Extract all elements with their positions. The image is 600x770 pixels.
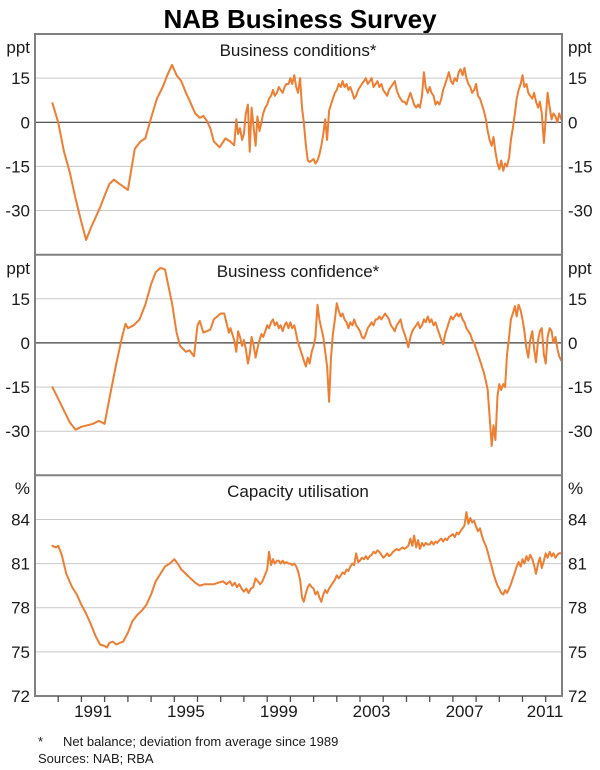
y-axis-label-right: -15 <box>568 157 593 176</box>
sources-text: Sources: NAB; RBA <box>38 751 154 766</box>
y-axis-label-left: -15 <box>5 378 30 397</box>
y-axis-label-left: 81 <box>11 555 30 574</box>
plot-area: 15 15 0 0 -15 -15 -30 -30 15 15 0 0 -15 -15 -30 -30 84 84… <box>5 33 593 721</box>
y-axis-label-left: 84 <box>11 511 30 530</box>
plot-border <box>34 33 563 697</box>
y-axis-label-left: 75 <box>11 643 30 662</box>
x-axis-label: 2011 <box>527 702 564 721</box>
y-axis-label-right: 78 <box>568 599 587 618</box>
y-axis-label-left: -15 <box>5 157 30 176</box>
series-line-1 <box>51 63 563 241</box>
y-axis-label-right: -30 <box>568 202 593 221</box>
y-axis-label-left: 0 <box>21 113 30 132</box>
y-axis-label-left: 72 <box>11 687 30 706</box>
y-axis-label-left: -30 <box>5 422 30 441</box>
y-axis-label-right: 72 <box>568 687 587 706</box>
panel-title-capacity: Capacity utilisation <box>227 482 369 501</box>
y-axis-label-right: 84 <box>568 511 587 530</box>
x-axis-label: 1995 <box>167 702 205 721</box>
series-line-2 <box>51 266 563 447</box>
y-axis-label-left: 78 <box>11 599 30 618</box>
unit-label-right-1: ppt <box>568 38 592 57</box>
y-axis-label-right: -15 <box>568 378 593 397</box>
y-axis-label-left: 15 <box>11 69 30 88</box>
y-axis-label-right: 15 <box>568 290 587 309</box>
unit-label-left-2: ppt <box>6 259 30 278</box>
panel-title-confidence: Business confidence* <box>217 262 380 281</box>
y-axis-label-right: 81 <box>568 555 587 574</box>
y-axis-label-right: 0 <box>568 334 577 353</box>
unit-label-right-3: % <box>568 479 583 498</box>
y-axis-label-left: 0 <box>21 334 30 353</box>
unit-label-left-3: % <box>15 479 30 498</box>
y-axis-label-left: -30 <box>5 202 30 221</box>
panel-title-conditions: Business conditions* <box>220 41 377 60</box>
y-axis-label-right: 0 <box>568 113 577 132</box>
x-axis-label: 1999 <box>260 702 298 721</box>
x-axis-label: 2003 <box>353 702 391 721</box>
footnote-asterisk: * <box>38 734 43 749</box>
y-axis-label-right: 75 <box>568 643 587 662</box>
chart-title: NAB Business Survey <box>163 4 437 34</box>
y-axis-label-right: -30 <box>568 422 593 441</box>
unit-label-left-1: ppt <box>6 38 30 57</box>
x-axis-label: 1991 <box>74 702 112 721</box>
footnote-text: Net balance; deviation from average sinc… <box>63 734 338 749</box>
y-axis-label-right: 15 <box>568 69 587 88</box>
unit-label-right-2: ppt <box>568 259 592 278</box>
series-line-3 <box>51 511 563 649</box>
x-axis-label: 2007 <box>446 702 484 721</box>
y-axis-label-left: 15 <box>11 290 30 309</box>
